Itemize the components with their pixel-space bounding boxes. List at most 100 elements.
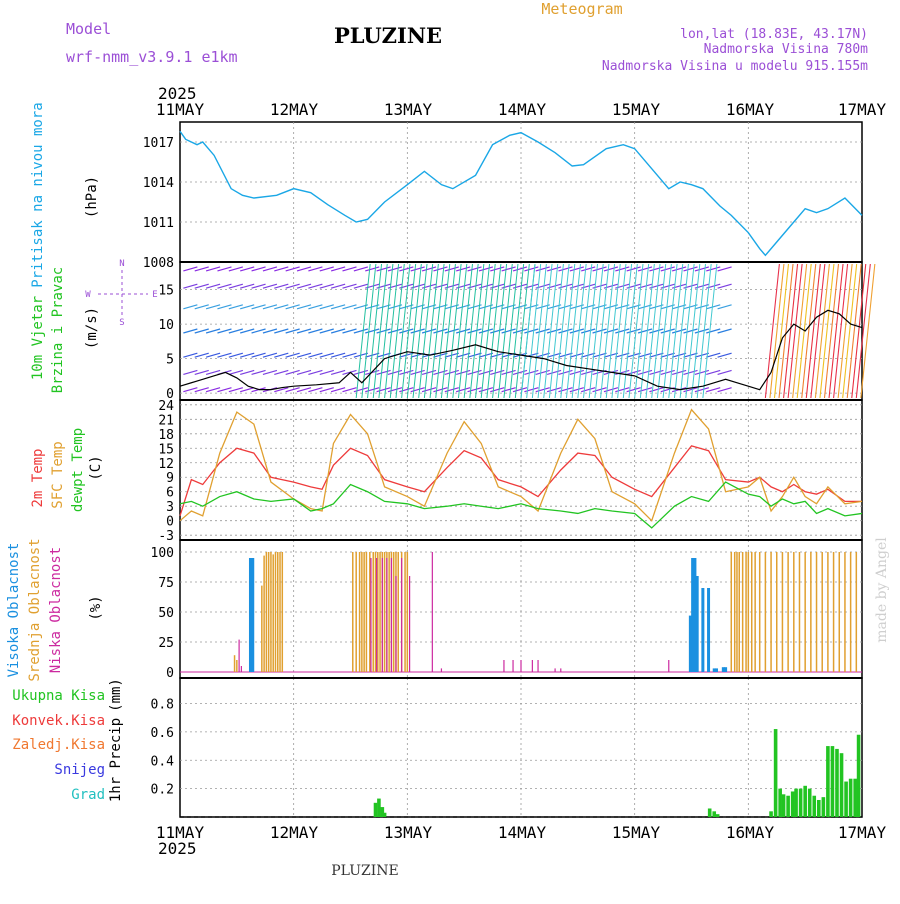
wind-arrow [228, 369, 243, 375]
wind-arrow [330, 352, 346, 358]
wind-arrow [626, 266, 641, 272]
date-label-top: 14MAY [498, 100, 547, 119]
wind-arrow [639, 263, 655, 399]
wind-arrow [183, 369, 198, 375]
wind-arrow [467, 266, 482, 272]
wind-arrow [717, 283, 732, 289]
precip-bar [817, 799, 821, 817]
wind-arrow [524, 387, 539, 393]
wind-arrow [440, 263, 456, 399]
wind-arrow [605, 263, 621, 399]
wind-arrow [319, 266, 334, 272]
wind-arrow [671, 369, 687, 375]
wind-arrow [490, 369, 505, 375]
wind-arrow [846, 263, 862, 399]
wind-arrow [217, 352, 232, 358]
wind-arrow [365, 328, 380, 334]
wind-arrow [262, 304, 278, 310]
wind-arrow [637, 369, 653, 375]
wind-arrow [581, 266, 596, 272]
mid-cloud-bar [745, 552, 747, 672]
wind-arrow [814, 263, 830, 399]
mid-cloud-bar [730, 552, 733, 672]
wind-arrow [376, 387, 391, 393]
wind-arrow [342, 283, 357, 289]
wind-arrow [626, 328, 641, 334]
wind-arrow [274, 352, 289, 358]
wind-arrow [308, 328, 323, 334]
mid-cloud-bar [770, 552, 772, 672]
low-cloud-bar [370, 558, 372, 672]
mid-cloud-bar [821, 552, 823, 672]
wind-arrow [183, 328, 198, 334]
wind-arrow [240, 304, 255, 310]
temp-dewpt-line [179, 481, 863, 529]
temp-sfc-line [179, 408, 863, 522]
wind-arrow [274, 304, 289, 310]
wind-arrow [262, 369, 278, 375]
precip-bar [798, 788, 803, 817]
wind-arrow [395, 263, 411, 399]
ytick-label: 1017 [143, 136, 174, 151]
wind-arrow [611, 263, 627, 399]
legend-snijeg: Snijeg [54, 762, 105, 778]
wind-arrow [717, 328, 732, 334]
wind-arrow [319, 369, 334, 375]
pressure-line [179, 130, 863, 257]
ytick-label: 9 [166, 471, 174, 486]
wind-arrow [228, 387, 243, 393]
wind-arrow [581, 328, 596, 334]
precip-ylabel-left: 1hr Precip [108, 718, 124, 802]
date-label-bottom: 17MAY [838, 823, 887, 842]
mid-cloud-bar [352, 552, 354, 672]
wind-arrow [546, 266, 562, 272]
mid-cloud-bar [272, 554, 274, 672]
wind-arrow [520, 263, 536, 399]
wind-arrow [372, 263, 388, 399]
wind-arrow [769, 263, 785, 399]
wind-arrow [546, 387, 562, 393]
wind-arrow [217, 387, 232, 393]
wind-arrow [274, 387, 289, 393]
wind-arrow [851, 263, 867, 399]
high-cloud-bar [715, 668, 719, 672]
precip-bar [790, 791, 795, 817]
wind-arrow [296, 369, 312, 375]
wind-arrow [558, 328, 573, 334]
wind-arrow [251, 266, 266, 272]
wind-arrow [546, 369, 562, 375]
wind-arrow [512, 369, 528, 375]
mid-cloud-bar [815, 552, 818, 672]
wind-arrow [679, 263, 695, 399]
precip-bar [807, 788, 812, 817]
wind-arrow [475, 263, 491, 399]
mid-cloud-bar [787, 552, 789, 672]
wind-arrow [406, 263, 422, 399]
ytick-label: 15 [158, 284, 174, 299]
precip-unit: (mm) [108, 678, 124, 712]
wind-arrow [546, 328, 562, 334]
wind-arrow [478, 328, 494, 334]
wind-arrow [778, 263, 794, 399]
ytick-label: 15 [158, 442, 174, 457]
wind-arrow [342, 266, 357, 272]
wind-arrow [308, 283, 323, 289]
low-cloud-bar [431, 552, 433, 672]
wind-arrow [457, 263, 473, 399]
low-cloud-bar [395, 576, 397, 672]
wind-ylabel-left: 10m Vjetar [30, 296, 46, 380]
coords-label: lon,lat (18.83E, 43.17N) [680, 27, 868, 42]
mid-cloud-bar [798, 552, 801, 672]
wind-arrow [399, 266, 414, 272]
high-cloud-bar [251, 558, 255, 672]
mid-cloud-bar [358, 552, 361, 672]
precip-bar [707, 808, 712, 817]
low-cloud-bar [240, 666, 242, 672]
wind-arrow [478, 387, 494, 393]
wind-arrow [183, 283, 198, 289]
wind-arrow [855, 263, 871, 399]
wind-arrow [330, 304, 346, 310]
wind-arrow [456, 369, 471, 375]
wind-arrow [240, 369, 255, 375]
wind-arrow [240, 352, 255, 358]
